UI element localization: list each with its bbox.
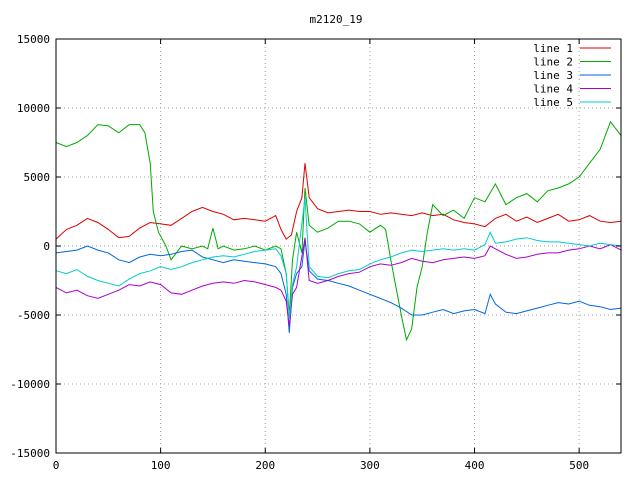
series-line-2: [55, 120, 622, 342]
series-line-1: [55, 163, 622, 240]
y-tick-label: -15000: [10, 447, 50, 460]
y-tick-label: 15000: [17, 33, 50, 46]
x-tick-label: 0: [53, 459, 60, 472]
legend-label-2: line 2: [533, 56, 573, 69]
legend-label-1: line 1: [533, 42, 573, 55]
x-tick-label: 300: [360, 459, 380, 472]
x-tick-label: 200: [255, 459, 275, 472]
x-tick-label: 500: [569, 459, 589, 472]
legend-label-4: line 4: [533, 83, 573, 96]
y-tick-label: -5000: [17, 309, 50, 322]
x-tick-label: 400: [465, 459, 485, 472]
legend-label-5: line 5: [533, 96, 573, 109]
series-line-4: [55, 237, 622, 327]
axis-ticks: 0 100 200 300 400 500 -15000 -10000 -5000 0 5000 10…: [10, 33, 621, 472]
legend-label-3: line 3: [533, 69, 573, 82]
y-tick-label: 0: [43, 240, 50, 253]
y-tick-label: 5000: [24, 171, 51, 184]
y-tick-label: -10000: [10, 378, 50, 391]
grid: [56, 39, 621, 453]
chart-title: m2120_19: [310, 13, 363, 26]
series-line-3: [55, 240, 622, 333]
x-tick-label: 100: [151, 459, 171, 472]
series-line-5: [55, 197, 622, 320]
series-layer: [55, 120, 622, 342]
y-tick-label: 10000: [17, 102, 50, 115]
